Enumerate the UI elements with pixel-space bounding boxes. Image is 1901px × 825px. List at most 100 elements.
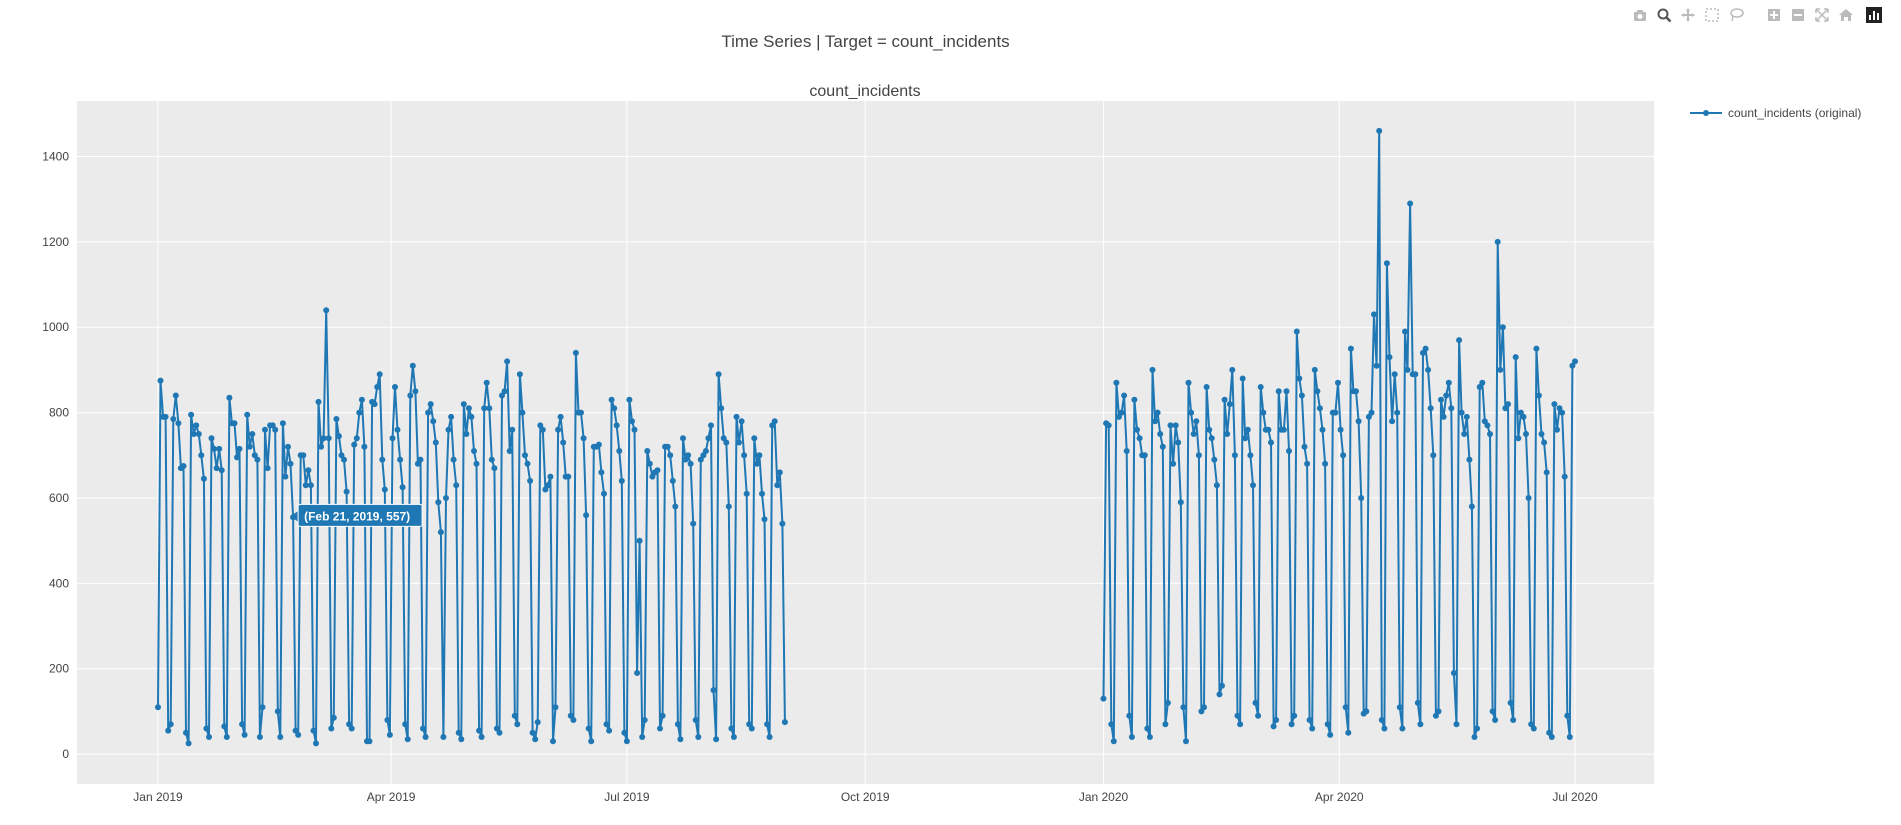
data-point[interactable] bbox=[356, 409, 363, 416]
data-point[interactable] bbox=[1479, 379, 1486, 386]
data-point[interactable] bbox=[1499, 324, 1506, 331]
data-point[interactable] bbox=[1283, 388, 1290, 395]
data-point[interactable] bbox=[583, 512, 590, 519]
data-point[interactable] bbox=[175, 420, 182, 427]
data-point[interactable] bbox=[621, 729, 628, 736]
data-point[interactable] bbox=[491, 465, 498, 472]
data-point[interactable] bbox=[346, 721, 353, 728]
data-point[interactable] bbox=[1301, 443, 1308, 450]
data-point[interactable] bbox=[386, 731, 393, 738]
data-point[interactable] bbox=[172, 392, 179, 399]
data-point[interactable] bbox=[193, 422, 200, 429]
data-point[interactable] bbox=[440, 734, 447, 740]
data-point[interactable] bbox=[1407, 200, 1414, 207]
data-point[interactable] bbox=[335, 433, 342, 440]
data-point[interactable] bbox=[1234, 712, 1241, 719]
data-point[interactable] bbox=[305, 467, 312, 474]
data-point[interactable] bbox=[1149, 366, 1156, 373]
data-point[interactable] bbox=[557, 413, 564, 420]
data-point[interactable] bbox=[608, 396, 615, 403]
data-point[interactable] bbox=[534, 719, 541, 726]
data-point[interactable] bbox=[435, 499, 442, 506]
data-point[interactable] bbox=[1247, 452, 1254, 459]
data-point[interactable] bbox=[1208, 435, 1215, 442]
data-point[interactable] bbox=[366, 738, 373, 745]
data-point[interactable] bbox=[741, 452, 748, 459]
data-point[interactable] bbox=[690, 520, 697, 527]
data-point[interactable] bbox=[588, 738, 595, 745]
data-point[interactable] bbox=[318, 443, 325, 450]
data-point[interactable] bbox=[1172, 422, 1179, 429]
zoom-out-icon[interactable] bbox=[1788, 5, 1808, 25]
data-point[interactable] bbox=[753, 460, 760, 467]
data-point[interactable] bbox=[695, 734, 702, 740]
data-point[interactable] bbox=[1569, 362, 1576, 369]
data-point[interactable] bbox=[315, 398, 322, 405]
data-point[interactable] bbox=[555, 426, 562, 433]
data-point[interactable] bbox=[478, 734, 485, 740]
data-point[interactable] bbox=[1389, 418, 1396, 425]
data-point[interactable] bbox=[468, 413, 475, 420]
data-point[interactable] bbox=[748, 725, 755, 732]
data-point[interactable] bbox=[1193, 418, 1200, 425]
data-point[interactable] bbox=[654, 467, 661, 474]
data-point[interactable] bbox=[493, 725, 500, 732]
data-point[interactable] bbox=[241, 731, 248, 738]
data-point[interactable] bbox=[1298, 392, 1305, 399]
data-point[interactable] bbox=[1556, 405, 1563, 412]
data-point[interactable] bbox=[1180, 704, 1187, 711]
data-point[interactable] bbox=[1471, 734, 1478, 740]
data-point[interactable] bbox=[1244, 426, 1251, 433]
data-point[interactable] bbox=[1270, 723, 1277, 730]
data-point[interactable] bbox=[1314, 388, 1321, 395]
data-point[interactable] bbox=[759, 490, 765, 497]
data-point[interactable] bbox=[674, 721, 681, 728]
data-point[interactable] bbox=[341, 456, 347, 463]
data-point[interactable] bbox=[282, 473, 289, 480]
data-point[interactable] bbox=[264, 465, 271, 472]
data-point[interactable] bbox=[522, 452, 528, 459]
data-point[interactable] bbox=[486, 405, 493, 412]
data-point[interactable] bbox=[1378, 717, 1385, 723]
data-point[interactable] bbox=[239, 721, 246, 728]
data-point[interactable] bbox=[1316, 405, 1323, 412]
data-point[interactable] bbox=[1306, 717, 1313, 723]
data-point[interactable] bbox=[708, 422, 714, 429]
data-point[interactable] bbox=[705, 435, 712, 442]
data-point[interactable] bbox=[1525, 495, 1532, 501]
data-point[interactable] bbox=[657, 725, 663, 732]
data-point[interactable] bbox=[200, 475, 207, 482]
data-point[interactable] bbox=[1507, 699, 1514, 706]
data-point[interactable] bbox=[1337, 426, 1344, 433]
data-point[interactable] bbox=[1566, 734, 1573, 740]
data-point[interactable] bbox=[437, 529, 444, 536]
data-point[interactable] bbox=[1219, 682, 1225, 689]
data-point[interactable] bbox=[1376, 127, 1383, 134]
data-point[interactable] bbox=[1554, 426, 1560, 433]
data-point[interactable] bbox=[445, 426, 452, 433]
data-point[interactable] bbox=[185, 740, 192, 747]
data-point[interactable] bbox=[1206, 426, 1213, 433]
data-point[interactable] bbox=[1110, 738, 1117, 745]
camera-icon[interactable] bbox=[1630, 5, 1650, 25]
data-point[interactable] bbox=[1371, 311, 1377, 318]
data-point[interactable] bbox=[1512, 354, 1519, 361]
data-point[interactable] bbox=[1126, 712, 1133, 719]
data-point[interactable] bbox=[1293, 328, 1300, 335]
data-point[interactable] bbox=[1551, 401, 1558, 408]
data-point[interactable] bbox=[1489, 708, 1496, 715]
data-point[interactable] bbox=[180, 463, 187, 469]
data-point[interactable] bbox=[328, 725, 335, 732]
data-point[interactable] bbox=[1327, 731, 1334, 738]
data-point[interactable] bbox=[409, 362, 416, 369]
data-point[interactable] bbox=[1229, 366, 1236, 373]
data-point[interactable] bbox=[1461, 431, 1468, 437]
data-point[interactable] bbox=[580, 435, 587, 442]
data-point[interactable] bbox=[743, 490, 750, 497]
data-point[interactable] bbox=[677, 736, 684, 743]
data-point[interactable] bbox=[514, 721, 521, 728]
data-point[interactable] bbox=[511, 712, 518, 719]
data-point[interactable] bbox=[667, 452, 674, 459]
data-point[interactable] bbox=[1399, 725, 1406, 732]
